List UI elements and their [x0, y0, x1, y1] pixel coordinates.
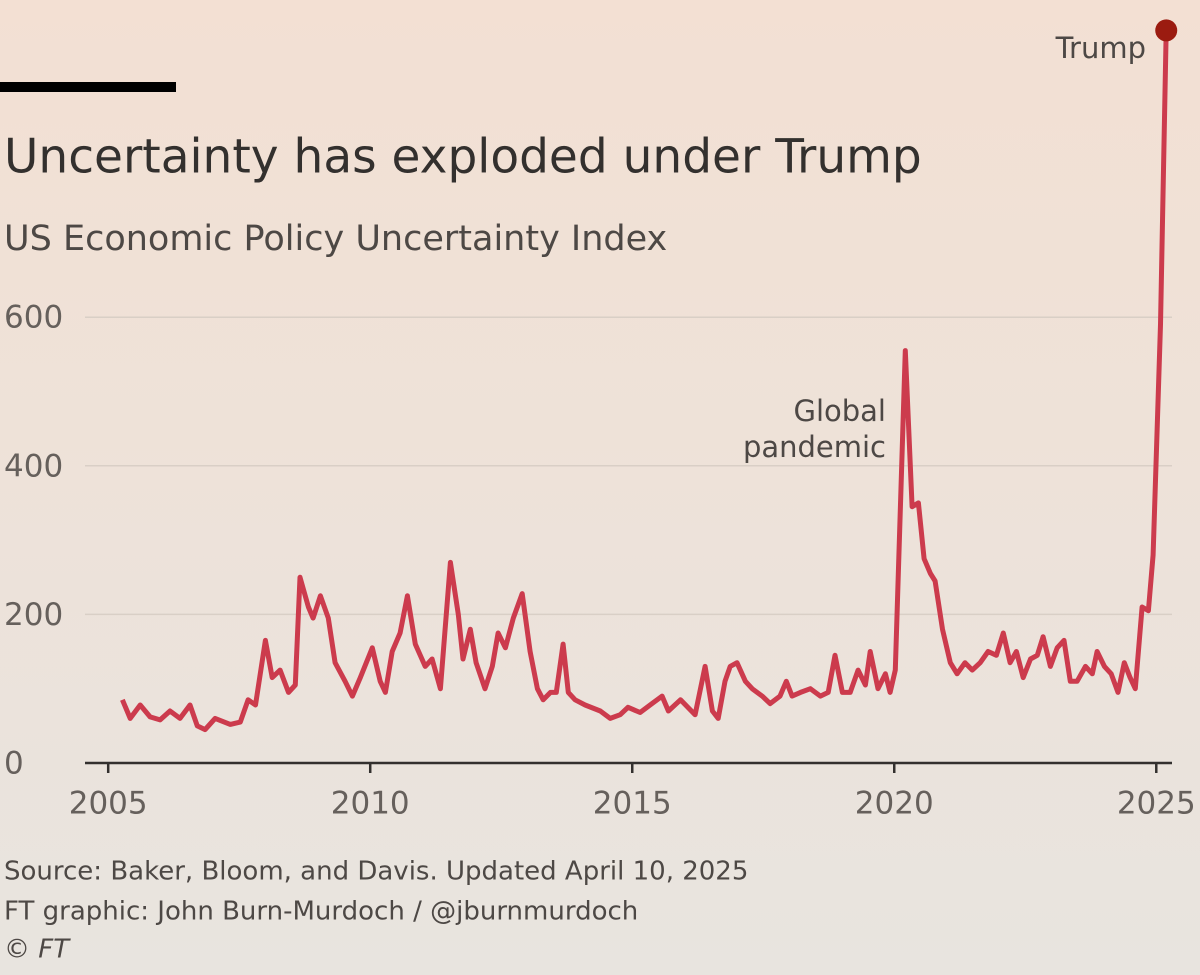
x-tick-label: 2020	[855, 786, 934, 822]
annotation-line: pandemic	[743, 430, 886, 464]
credit-line: FT graphic: John Burn-Murdoch / @jburnmu…	[4, 897, 638, 927]
y-tick-label: 0	[4, 746, 24, 782]
chart-title: Uncertainty has exploded under Trump	[4, 130, 922, 185]
plot-area: 0 200 400 600 2005 2010 2015 2020 2025 Global pand…	[4, 19, 1196, 822]
y-tick-label: 200	[4, 597, 63, 633]
y-tick-label: 400	[4, 448, 63, 484]
annotation-line: Global	[793, 394, 886, 428]
x-tick-label: 2005	[69, 786, 148, 822]
x-tick-label: 2025	[1117, 786, 1196, 822]
end-dot	[1155, 19, 1178, 42]
source-line: Source: Baker, Bloom, and Davis. Updated…	[4, 857, 748, 887]
chart-subtitle: US Economic Policy Uncertainty Index	[4, 219, 667, 259]
y-tick-label: 600	[4, 300, 63, 336]
x-tick-label: 2015	[593, 786, 672, 822]
data-line	[120, 30, 1169, 733]
annotation: Trump	[1055, 31, 1146, 65]
x-tick-label: 2010	[331, 786, 410, 822]
annotation: Global pandemic	[743, 394, 886, 464]
copyright-line: © FT	[4, 935, 71, 965]
header-bar	[0, 82, 176, 92]
